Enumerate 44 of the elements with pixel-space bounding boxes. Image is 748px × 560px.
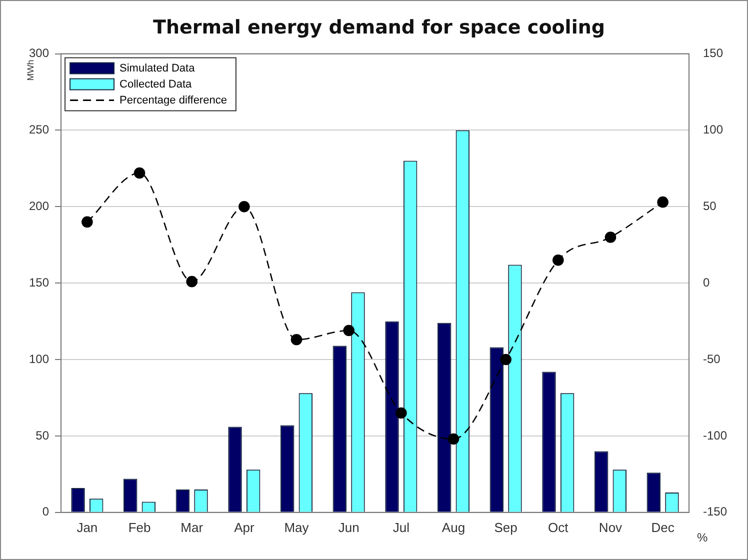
x-tick-label: Mar <box>180 520 204 535</box>
y2-tick-label: 50 <box>702 198 717 213</box>
legend-label: Simulated Data <box>120 62 196 74</box>
y2-tick-label: 0 <box>702 275 710 290</box>
x-tick-label: Sep <box>494 520 518 535</box>
y-tick-label: 100 <box>28 352 50 366</box>
chart-title: Thermal energy demand for space cooling <box>153 16 605 38</box>
point <box>396 407 407 419</box>
point <box>238 201 250 212</box>
y-tick-label: 300 <box>28 46 50 60</box>
point <box>343 324 354 336</box>
point <box>82 216 93 228</box>
y-tick-label: 150 <box>28 275 50 290</box>
point <box>552 254 564 266</box>
x-tick-label: Nov <box>598 520 623 535</box>
x-tick-label: Jun <box>338 520 360 535</box>
y2-tick-label: -100 <box>702 428 728 442</box>
x-tick-label: Oct <box>548 520 569 535</box>
x-tick-label: May <box>284 520 310 535</box>
x-tick-label: Jul <box>392 520 410 535</box>
y-tick-label: 250 <box>28 122 50 137</box>
x-tick-label: Apr <box>234 520 255 535</box>
point <box>500 354 512 366</box>
point <box>186 276 198 288</box>
x-tick-label: Aug <box>442 520 466 535</box>
y-axis-title: MWh <box>26 60 36 81</box>
y2-tick-label: 100 <box>702 122 724 137</box>
y2-axis-title: % <box>696 530 708 545</box>
y2-tick-label: 150 <box>702 46 724 60</box>
x-tick-label: Feb <box>128 520 151 535</box>
legend-label: Collected Data <box>120 78 193 90</box>
point <box>290 334 302 346</box>
y-tick-label: 200 <box>28 198 50 213</box>
point <box>657 196 668 208</box>
point <box>134 167 146 179</box>
point <box>448 433 460 445</box>
x-tick-label: Jan <box>76 520 98 535</box>
x-tick-label: Dec <box>651 520 675 535</box>
y2-tick-label: -50 <box>702 352 721 366</box>
y-tick-label: 50 <box>36 428 50 442</box>
y-tick-label: 0 <box>42 504 50 519</box>
y2-tick-label: -150 <box>702 504 728 519</box>
legend-label: Percentage difference <box>120 94 227 106</box>
point <box>604 232 616 243</box>
